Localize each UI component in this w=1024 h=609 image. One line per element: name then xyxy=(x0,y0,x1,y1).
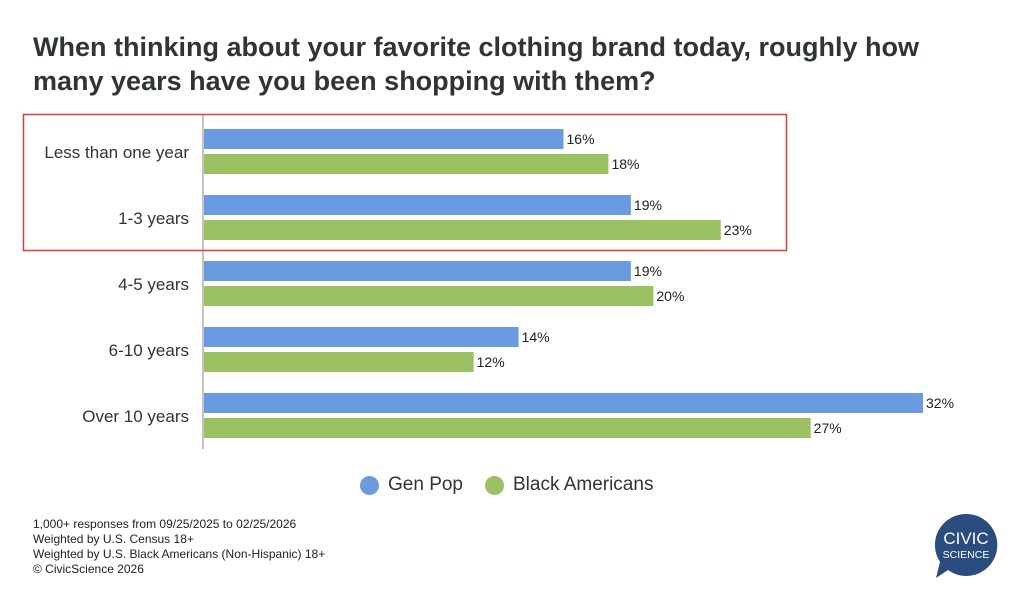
bar xyxy=(204,352,474,372)
data-label: 12% xyxy=(477,354,505,370)
bar xyxy=(204,286,654,306)
footnote: © CivicScience 2026 xyxy=(33,562,144,576)
bar xyxy=(204,261,631,281)
category-label: 4-5 years xyxy=(118,275,189,294)
bar xyxy=(204,195,631,215)
category-label: Less than one year xyxy=(44,143,189,162)
legend-swatch xyxy=(485,475,504,495)
legend-swatch xyxy=(360,475,379,495)
legend: Gen Pop Black Americans xyxy=(360,474,653,496)
legend-label: Black Americans xyxy=(513,474,654,495)
bar-chart: Less than one year 16% 18% 1-3 years 19% 23% 4… xyxy=(22,113,954,449)
legend-item-black-americans: Black Americans xyxy=(485,474,653,496)
legend-item-gen-pop: Gen Pop xyxy=(360,474,463,496)
data-label: 19% xyxy=(634,263,662,279)
bar xyxy=(204,129,564,149)
data-label: 27% xyxy=(814,420,842,436)
logo-text: SCIENCE xyxy=(943,549,990,561)
logo-text: CIVIC xyxy=(943,529,988,548)
data-label: 16% xyxy=(567,131,595,147)
bar xyxy=(204,418,811,438)
category-label: Over 10 years xyxy=(82,407,189,426)
footnote: Weighted by U.S. Census 18+ xyxy=(33,532,194,546)
data-label: 20% xyxy=(656,288,684,304)
category-label: 1-3 years xyxy=(118,209,189,228)
footnote: 1,000+ responses from 09/25/2025 to 02/2… xyxy=(33,517,297,531)
legend-label: Gen Pop xyxy=(388,474,463,495)
bar xyxy=(204,220,721,240)
data-label: 14% xyxy=(522,329,550,345)
footnotes: 1,000+ responses from 09/25/2025 to 02/2… xyxy=(33,517,325,577)
category-label: 6-10 years xyxy=(109,341,189,360)
footnote: Weighted by U.S. Black Americans (Non-Hi… xyxy=(33,547,326,561)
data-label: 18% xyxy=(611,156,639,172)
data-label: 32% xyxy=(926,395,954,411)
chart-title: When thinking about your favorite clothi… xyxy=(33,32,919,96)
bar xyxy=(204,154,609,174)
bar xyxy=(204,393,923,413)
bar xyxy=(204,327,519,347)
highlight-box xyxy=(22,113,788,252)
data-label: 23% xyxy=(724,222,752,238)
civicscience-logo: CIVIC SCIENCE xyxy=(934,513,998,578)
data-label: 19% xyxy=(634,197,662,213)
